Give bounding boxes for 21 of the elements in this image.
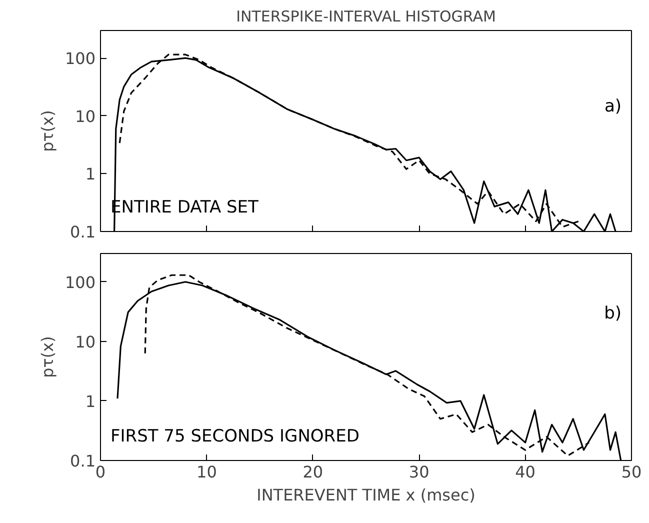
x-tick-label: 30 xyxy=(408,462,430,482)
chart-title: INTERSPIKE-INTERVAL HISTOGRAM xyxy=(236,8,496,26)
x-tick-label: 50 xyxy=(621,462,642,482)
x-tick-label: 20 xyxy=(302,462,324,482)
y-tick-label: 100 xyxy=(64,272,96,292)
y-tick-label: 10 xyxy=(75,106,96,126)
y-tick-label: 10 xyxy=(75,332,96,352)
annotation: FIRST 75 SECONDS IGNORED xyxy=(110,426,360,446)
y-tick-label: 1 xyxy=(85,164,96,184)
annotation: b) xyxy=(604,304,622,324)
x-axis-title: INTEREVENT TIME x (msec) xyxy=(256,486,476,504)
y-axis-title: pτ(x) xyxy=(38,110,57,152)
x-tick-label: 0 xyxy=(95,462,106,482)
y-tick-label: 1 xyxy=(85,392,96,411)
x-tick-label: 40 xyxy=(515,462,536,482)
y-tick-label: 100 xyxy=(64,49,96,68)
y-tick-label: 0.1 xyxy=(70,452,96,470)
annotation: a) xyxy=(604,96,622,116)
y-tick-label: 0.1 xyxy=(70,222,96,242)
x-tick-label: 10 xyxy=(196,462,217,482)
y-axis-title: pτ(x) xyxy=(38,336,57,378)
